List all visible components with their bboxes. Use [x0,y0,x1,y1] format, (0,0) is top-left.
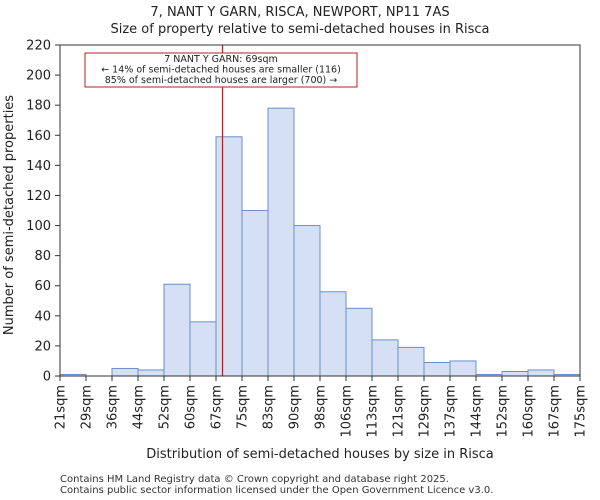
x-axis: 21sqm 29sqm 36sqm 44sqm 52sqm 60sqm 67sqm 75sqm… [54,376,589,438]
bar-121sqm [397,346,425,377]
x-tick-label: 129sqm [418,385,433,438]
x-tick-label: 36sqm [106,385,121,429]
y-tick-label: 20 [34,339,51,354]
y-tick-label: 100 [26,219,51,234]
bar-160sqm [527,369,555,377]
x-tick-label: 44sqm [132,385,147,429]
bar-106sqm [345,307,373,377]
y-tick-label: 180 [26,99,51,114]
y-tick-label: 140 [26,159,51,174]
x-tick-label: 152sqm [496,385,511,438]
y-tick-label: 220 [26,39,51,54]
chart-title: 7, NANT Y GARN, RISCA, NEWPORT, NP11 7AS [150,5,450,20]
x-tick-label: 137sqm [444,385,459,438]
annotation-line-3: 85% of semi-detached houses are larger (… [105,75,338,86]
y-tick-label: 120 [26,189,51,204]
bar-90sqm [293,225,321,377]
x-tick-label: 75sqm [236,385,251,429]
x-tick-label: 144sqm [470,385,485,438]
x-tick-label: 60sqm [184,385,199,429]
x-tick-label: 113sqm [366,385,381,438]
x-tick-label: 29sqm [80,385,95,429]
bar-83sqm [267,107,295,377]
x-tick-label: 90sqm [288,385,303,429]
x-tick-label: 52sqm [158,385,173,429]
bar-67sqm [215,136,243,377]
chart-subtitle: Size of property relative to semi-detach… [110,22,490,37]
y-tick-label: 60 [34,279,51,294]
bar-52sqm [163,283,191,377]
footer-line-2: Contains public sector information licen… [60,485,494,496]
x-tick-label: 67sqm [210,385,225,429]
x-tick-label: 106sqm [340,385,355,438]
annotation-line-1: 7 NANT Y GARN: 69sqm [164,54,278,65]
annotation-line-2: ← 14% of semi-detached houses are smalle… [101,65,341,76]
footer-line-1: Contains HM Land Registry data © Crown c… [60,474,449,485]
annotation-frame [84,52,358,88]
x-tick-label: 121sqm [392,385,407,438]
bar-137sqm [449,360,477,377]
bars-group [59,107,581,377]
x-tick-label: 160sqm [522,385,537,438]
bar-60sqm [189,321,217,377]
x-tick-label: 175sqm [574,385,589,438]
y-tick-label: 0 [43,370,51,385]
bar-36sqm [111,367,139,377]
x-tick-label: 83sqm [262,385,277,429]
annotation-box: 7 NANT Y GARN: 69sqm← 14% of semi-detach… [84,52,358,88]
y-tick-label: 80 [34,249,51,264]
x-tick-label: 21sqm [54,385,69,429]
y-tick-label: 200 [26,69,51,84]
y-tick-label: 40 [34,309,51,324]
x-tick-label: 98sqm [314,385,329,429]
bar-129sqm [423,361,451,377]
y-tick-label: 160 [26,129,51,144]
x-tick-label: 167sqm [548,385,563,438]
bar-75sqm [241,210,269,377]
y-axis-label: Number of semi-detached properties [2,95,17,335]
bar-152sqm [501,370,529,377]
y-axis: 0 20 40 60 80 100 120 140 160 180 200 220 [26,39,60,385]
bar-44sqm [137,369,165,377]
bar-113sqm [371,339,399,377]
x-axis-label: Distribution of semi-detached houses by … [146,447,494,462]
bar-98sqm [319,291,347,377]
